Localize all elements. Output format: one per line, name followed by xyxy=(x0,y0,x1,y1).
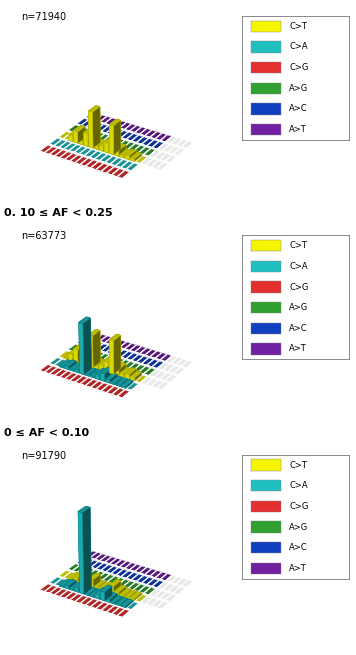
Text: A>C: A>C xyxy=(289,324,308,333)
FancyBboxPatch shape xyxy=(251,261,281,272)
Text: n=91790: n=91790 xyxy=(21,451,67,460)
Text: C>A: C>A xyxy=(289,481,308,491)
FancyBboxPatch shape xyxy=(251,501,281,512)
FancyBboxPatch shape xyxy=(251,459,281,471)
FancyBboxPatch shape xyxy=(251,41,281,52)
FancyBboxPatch shape xyxy=(251,343,281,354)
FancyBboxPatch shape xyxy=(251,323,281,334)
Text: C>T: C>T xyxy=(289,22,307,31)
Text: C>T: C>T xyxy=(289,241,307,250)
FancyBboxPatch shape xyxy=(251,282,281,293)
Text: n=71940: n=71940 xyxy=(21,12,67,22)
Text: C>A: C>A xyxy=(289,43,308,52)
Text: C>G: C>G xyxy=(289,502,308,511)
Text: 0. 10 ≤ AF < 0.25: 0. 10 ≤ AF < 0.25 xyxy=(4,208,112,218)
FancyBboxPatch shape xyxy=(251,480,281,491)
FancyBboxPatch shape xyxy=(251,83,281,94)
Text: A>T: A>T xyxy=(289,125,307,134)
FancyBboxPatch shape xyxy=(251,62,281,73)
Text: A>C: A>C xyxy=(289,543,308,552)
Text: A>C: A>C xyxy=(289,104,308,113)
FancyBboxPatch shape xyxy=(251,103,281,115)
FancyBboxPatch shape xyxy=(251,240,281,252)
Text: A>T: A>T xyxy=(289,345,307,354)
Text: C>G: C>G xyxy=(289,63,308,72)
Text: 0 ≤ AF < 0.10: 0 ≤ AF < 0.10 xyxy=(4,428,89,438)
Text: A>G: A>G xyxy=(289,84,308,93)
FancyBboxPatch shape xyxy=(251,521,281,533)
Text: A>G: A>G xyxy=(289,303,308,312)
FancyBboxPatch shape xyxy=(251,563,281,574)
FancyBboxPatch shape xyxy=(251,542,281,553)
Text: A>G: A>G xyxy=(289,523,308,532)
Text: A>T: A>T xyxy=(289,564,307,573)
Text: C>T: C>T xyxy=(289,460,307,470)
Text: n=63773: n=63773 xyxy=(21,231,67,241)
FancyBboxPatch shape xyxy=(251,124,281,135)
FancyBboxPatch shape xyxy=(251,20,281,32)
FancyBboxPatch shape xyxy=(251,302,281,313)
Text: C>A: C>A xyxy=(289,262,308,271)
Text: C>G: C>G xyxy=(289,282,308,291)
